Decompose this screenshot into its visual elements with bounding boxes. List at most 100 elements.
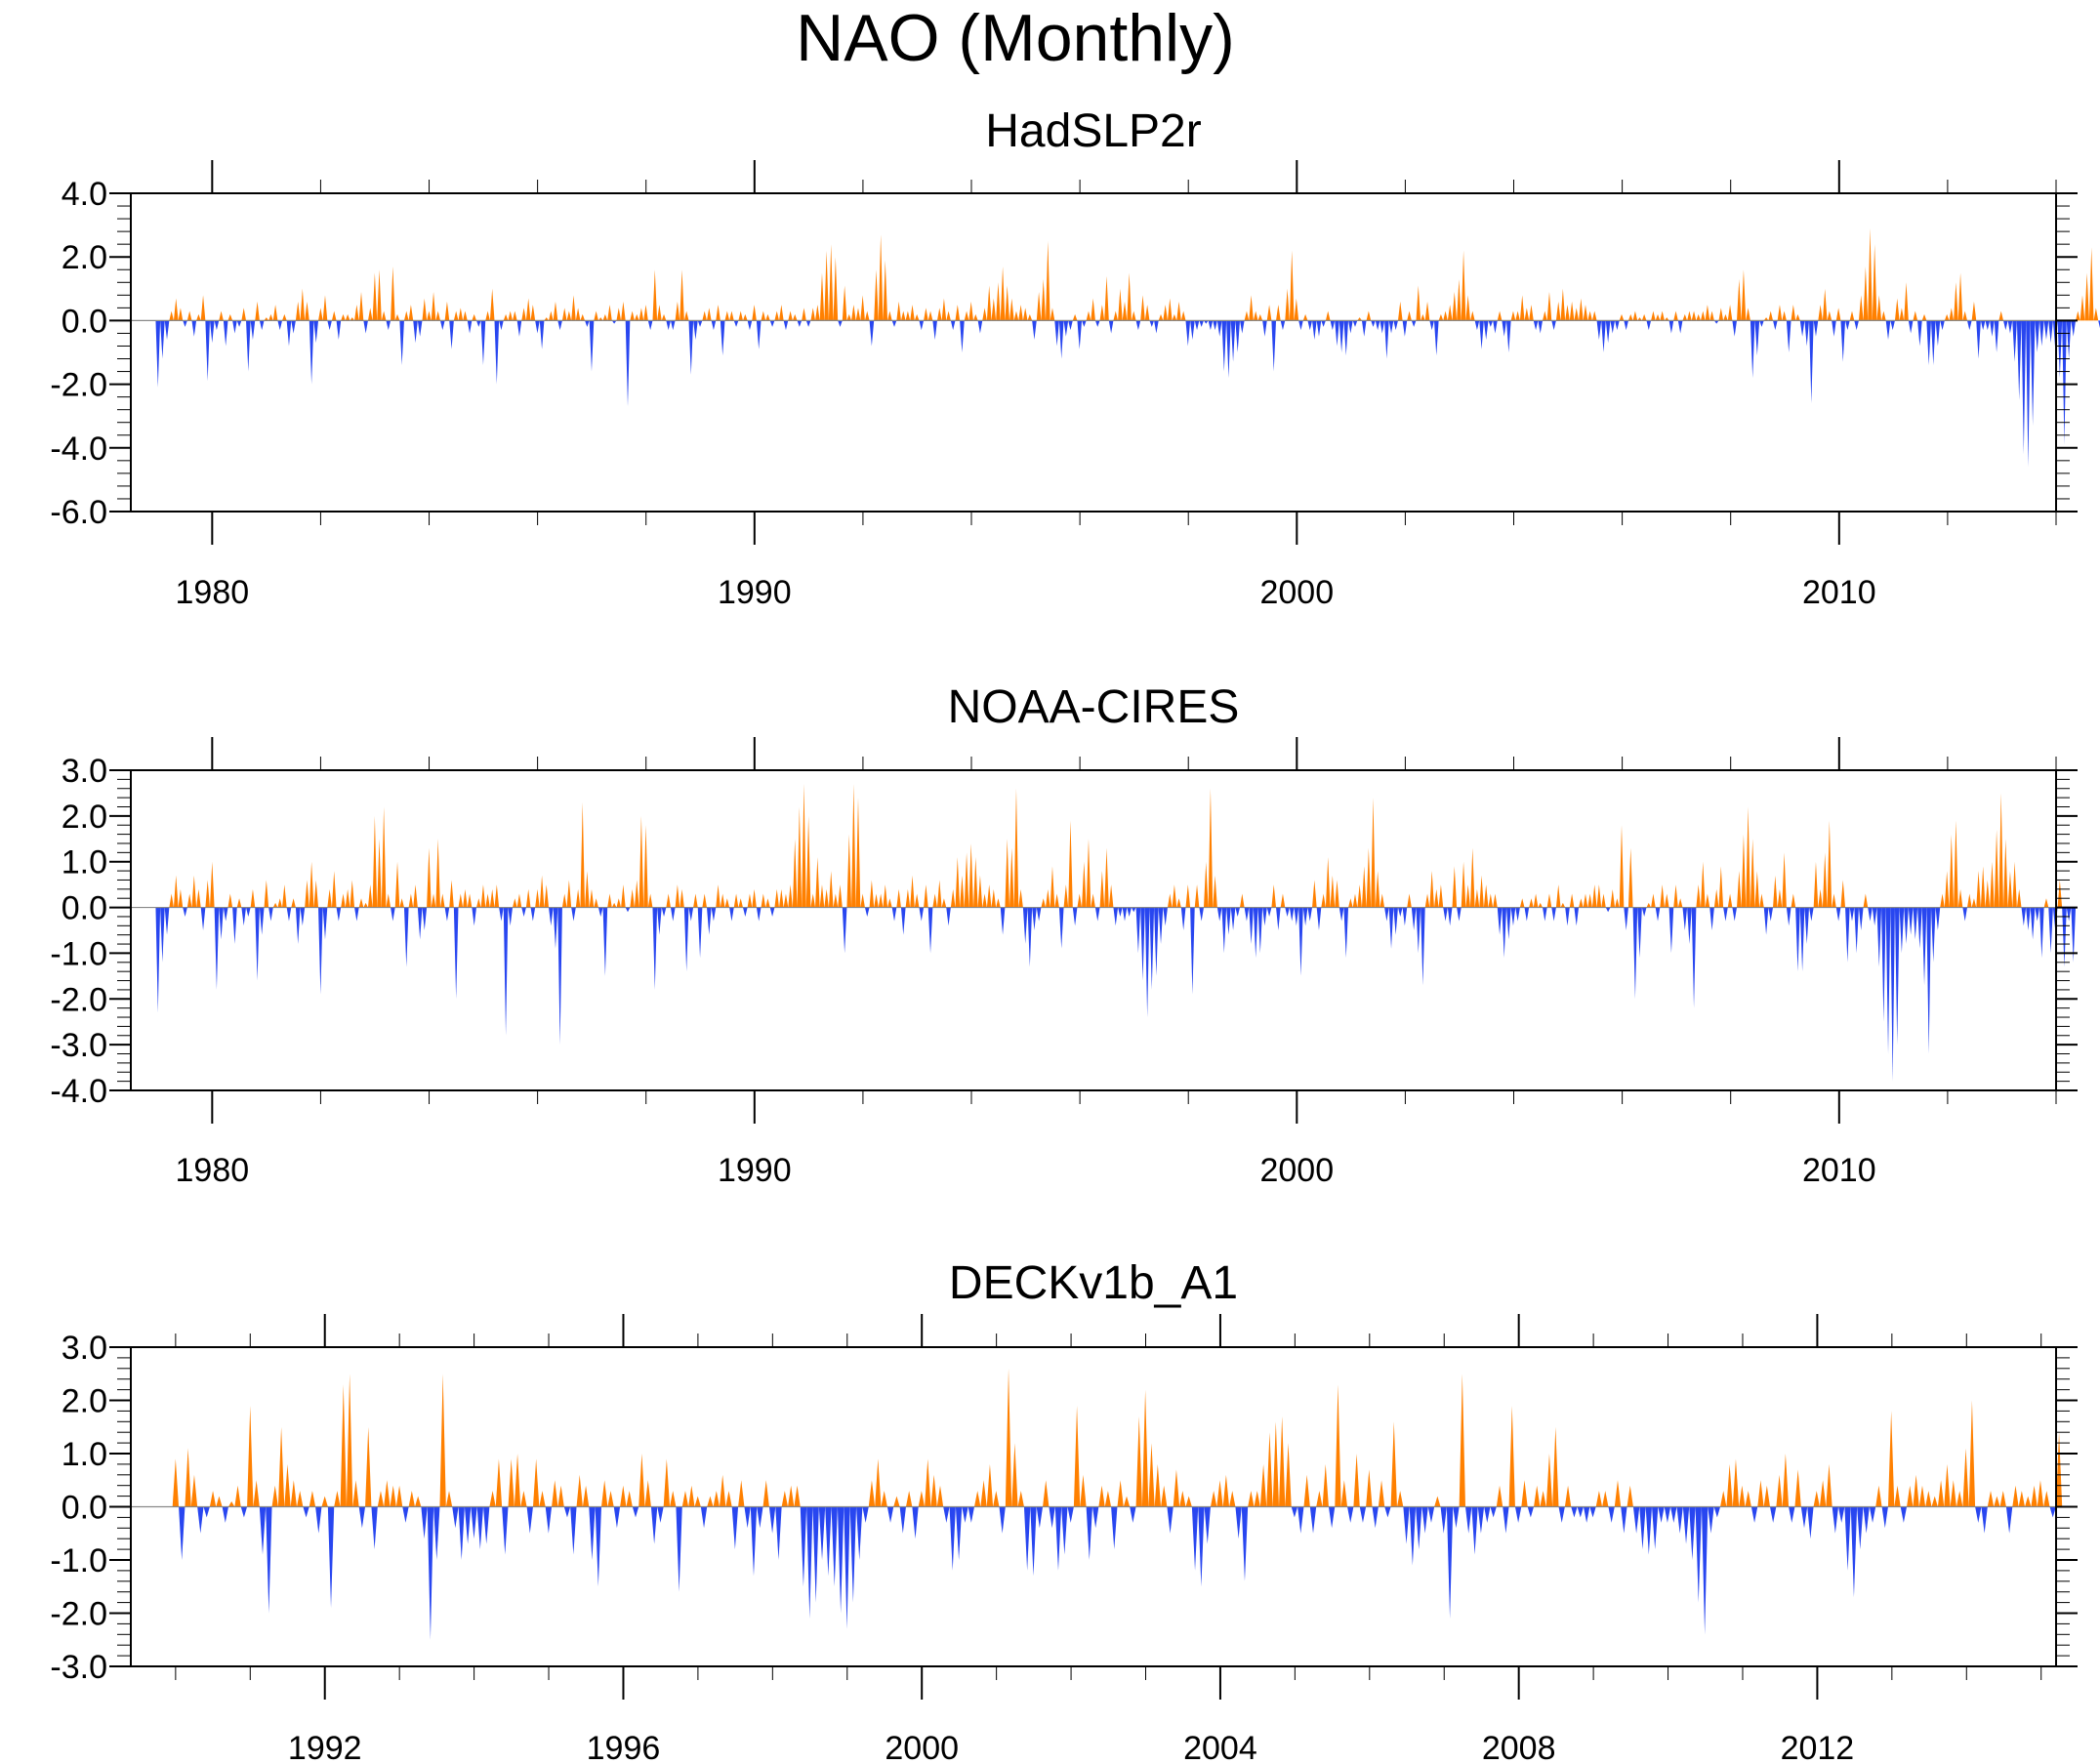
data-bar [756,320,762,349]
data-bar [1154,907,1159,976]
data-bar [1863,266,1869,321]
data-bar [1587,310,1592,321]
data-bar [1533,320,1539,331]
data-bar [1013,310,1019,321]
data-bar [643,305,648,321]
data-bar [1027,313,1033,321]
data-bar [828,244,834,321]
data-bar [1213,875,1217,908]
data-bar [597,907,603,917]
data-bar [607,1491,614,1507]
data-bar [1348,898,1353,908]
data-bar [1312,320,1317,340]
data-bar [930,1474,937,1507]
data-bar [1782,1454,1790,1507]
data-bar [738,898,744,908]
data-bar [794,1485,801,1507]
y-tick-label: 1.0 [62,1436,107,1473]
data-bar [1527,1506,1535,1518]
data-bar [1840,880,1846,908]
data-bar [1944,1463,1951,1507]
data-bar [643,825,648,908]
data-bar [1294,298,1299,321]
data-bar [1569,893,1575,908]
data-bar [2016,320,2022,400]
data-bar [977,875,983,908]
data-bar [761,310,766,321]
data-bar [585,320,590,327]
data-bar [250,888,256,908]
data-bar [2043,320,2049,340]
data-bar [1954,820,1958,908]
data-bar [1818,305,1823,321]
data-bar [878,234,884,321]
data-bar [1881,907,1886,1022]
data-bar [350,317,355,321]
data-bar [883,260,888,321]
data-bar [525,888,531,908]
data-bar [1322,1463,1329,1507]
data-bar [386,893,391,908]
data-bar [1357,884,1362,908]
data-bar [1009,298,1014,321]
data-bar [1359,1506,1367,1523]
data-bar [250,320,256,340]
data-bar [1944,871,1950,908]
y-tick-label: -2.0 [50,367,107,404]
data-bar [856,1506,863,1560]
data-bar [255,907,260,981]
data-bar [173,875,179,908]
data-bar [1017,1491,1024,1507]
data-bar [394,861,400,908]
data-bar [463,888,468,908]
data-bar [1913,1474,1919,1507]
data-bar [647,320,653,331]
data-bar [1067,1506,1074,1523]
data-bar [1303,1474,1310,1507]
data-bar [1140,907,1145,981]
x-tick-label: 2010 [1802,574,1876,611]
data-bar [1968,1400,1976,1507]
data-bar [336,907,342,922]
data-bar [1809,320,1814,404]
data-bar [1641,907,1647,917]
data-bar [1402,907,1408,926]
data-bar [216,1496,223,1507]
data-bar [1957,272,1963,321]
data-bar [290,1480,298,1507]
data-bar [1521,1480,1528,1507]
data-bar [268,313,273,321]
data-bar [549,310,554,321]
data-bar [1036,907,1042,922]
data-bar [1591,884,1597,908]
data-bar [1868,227,1873,321]
data-bar [164,907,170,935]
data-bar [910,305,915,321]
data-bar [652,907,658,990]
data-bar [1850,1506,1858,1598]
data-bar [972,857,978,908]
data-bar [246,320,251,372]
data-bar [422,298,428,321]
data-bar [1077,320,1083,349]
data-bar [1858,907,1864,930]
data-bar [1465,884,1470,908]
data-bar [494,884,500,908]
data-bar [1632,1506,1640,1534]
data-bar [862,1506,869,1523]
data-bar [905,888,911,908]
data-bar [377,1491,385,1507]
data-bar [630,888,635,908]
data-bar [264,317,269,321]
data-bar [1804,320,1810,347]
data-bar [681,1491,689,1507]
data-bar [1890,320,1895,331]
data-bar [1325,857,1331,908]
data-bar [1763,317,1769,321]
panel-1: NOAA-CIRES 3.0 2.0 1.0 0.0 -1.0 -2.0 -3.0 -4.0 19… [50,681,2078,1189]
data-bar [1161,1485,1168,1507]
data-bar [688,1485,695,1507]
data-bar [472,907,476,926]
data-bar [1727,893,1733,908]
data-bar [1388,907,1394,949]
